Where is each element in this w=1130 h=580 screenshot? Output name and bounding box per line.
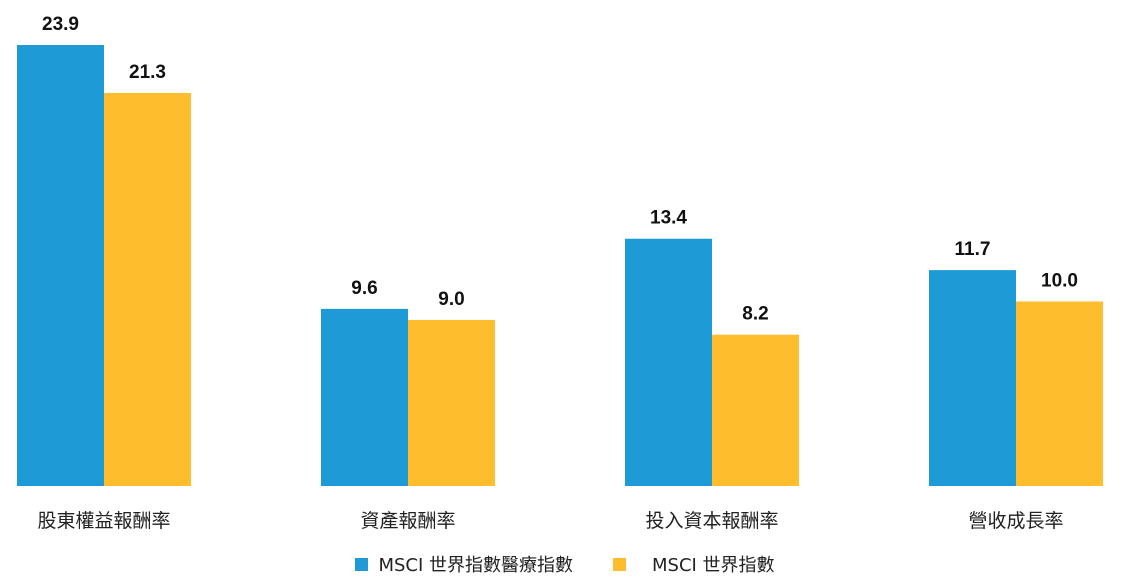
bar-roe-healthcare (17, 45, 104, 486)
legend-swatch-healthcare (355, 557, 369, 571)
legend-swatch-world (613, 557, 626, 571)
bar-roa-healthcare (321, 308, 408, 486)
legend-label-healthcare: MSCI 世界指數醫療指數 (378, 555, 573, 576)
legend: MSCI 世界指數醫療指數 MSCI 世界指數 (0, 550, 1130, 578)
bar-roa-world (408, 319, 495, 486)
value-label-revenue-growth-healthcare: 11.7 (955, 239, 991, 260)
bar-roic-healthcare (625, 238, 712, 486)
category-label-roe: 股東權益報酬率 (37, 510, 170, 532)
bar-revenue-growth-healthcare (929, 270, 1016, 486)
legend-item-world: MSCI 世界指數 (613, 551, 775, 577)
legend-item-healthcare: MSCI 世界指數醫療指數 (355, 551, 573, 577)
bar-revenue-growth-world (1016, 301, 1103, 486)
value-label-roe-healthcare: 23.9 (42, 14, 79, 35)
value-label-roe-world: 21.3 (129, 62, 166, 83)
value-label-roa-healthcare: 9.6 (351, 278, 377, 299)
value-label-roic-world: 8.2 (742, 304, 768, 325)
bar-roic-world (712, 334, 799, 486)
value-label-roa-world: 9.0 (438, 289, 464, 310)
category-label-revenue-growth: 營收成長率 (968, 510, 1063, 532)
value-label-revenue-growth-world: 10.0 (1041, 270, 1078, 291)
value-labels-group: 23.9 21.3 9.6 9.0 13.4 8.2 11.7 10.0 (42, 14, 1078, 325)
legend-label-world: MSCI 世界指數 (652, 555, 775, 576)
bars-group (17, 45, 1103, 487)
value-label-roic-healthcare: 13.4 (650, 208, 687, 229)
category-label-roic: 投入資本報酬率 (645, 510, 778, 532)
category-labels-group: 股東權益報酬率 資產報酬率 投入資本報酬率 營收成長率 (37, 510, 1063, 532)
category-label-roa: 資產報酬率 (360, 510, 455, 532)
bar-roe-world (104, 92, 191, 487)
